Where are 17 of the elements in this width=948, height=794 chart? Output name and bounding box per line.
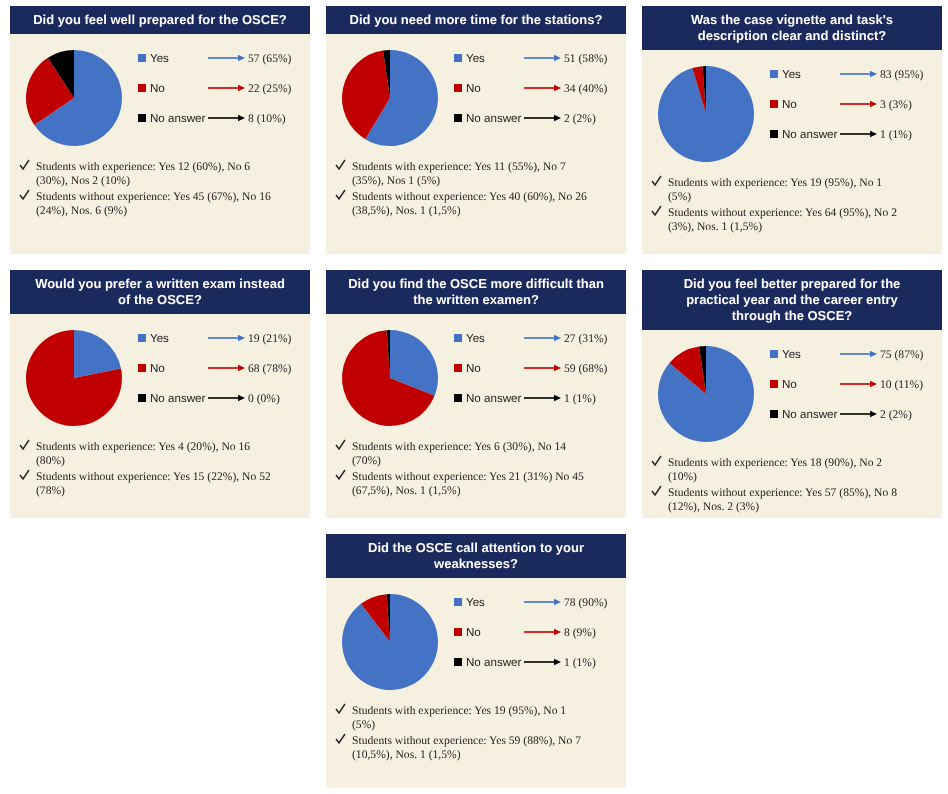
pie-slice	[342, 50, 390, 140]
pie-slice	[669, 346, 706, 394]
pie-slice	[26, 57, 74, 125]
pie-slice	[692, 66, 706, 114]
pie-slice	[365, 50, 438, 146]
pie-slice	[342, 330, 435, 426]
pie-slice	[658, 66, 754, 162]
pie-slice	[47, 50, 74, 98]
pie-slice	[360, 594, 390, 642]
pie-slice	[383, 50, 390, 98]
pie-slice	[34, 50, 122, 146]
pie-slice	[390, 330, 438, 396]
pie-slice	[74, 330, 122, 378]
pie-slice	[699, 346, 706, 394]
pie-slice	[342, 594, 438, 690]
pie-slice	[658, 346, 754, 442]
pie-slice	[26, 330, 122, 426]
